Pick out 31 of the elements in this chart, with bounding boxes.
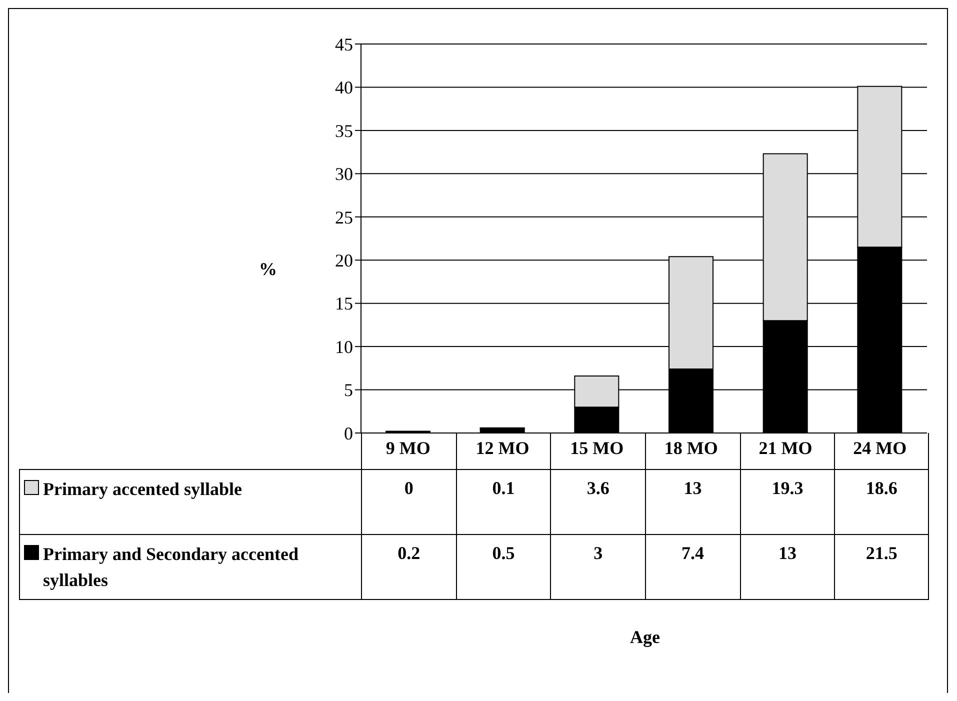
y-tick-label: 0 [344,423,353,444]
legend-label: Primary accented syllable [43,478,242,501]
y-tick-label: 40 [335,78,353,98]
data-label: 3.6 [550,470,645,534]
y-tick-label: 35 [335,120,353,141]
y-tick-label: 30 [335,164,353,184]
x-tick-label: 15 MO [570,438,624,458]
y-axis-title: % [259,259,277,280]
data-label: 3 [550,535,645,599]
text: Age [629,627,661,648]
x-tick-label: 18 MO [664,438,718,458]
data-label: 7.4 [644,535,740,599]
data-label: 21.5 [834,535,929,599]
data-label: 13 [740,535,834,599]
y-tick-label: 25 [335,207,353,228]
x-tick-label: 21 MO [758,438,812,458]
data-label: 0.5 [456,535,550,599]
x-tick-label: 12 MO [476,438,530,458]
data-label: 18.6 [834,470,929,534]
y-tick-label: 5 [344,380,353,400]
x-tick-label: 9 MO [386,438,430,458]
y-tick-label: 45 [335,34,353,54]
data-label: 19.3 [740,470,834,534]
data-label: 0.2 [361,535,456,599]
data-label: 0.1 [456,470,550,534]
x-tick-label: 24 MO [853,438,907,458]
legend-label: Primary and Secondary accented syllables [43,543,300,592]
y-tick-label: 10 [335,336,353,357]
y-tick-label: 15 [335,294,353,314]
y-tick-label: 20 [335,250,353,270]
data-label: 13 [644,470,740,534]
